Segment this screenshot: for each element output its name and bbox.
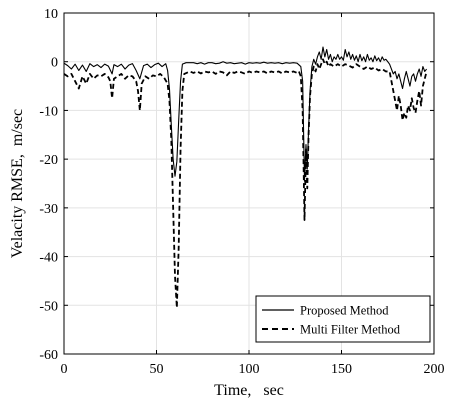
y-tick-label: 0 <box>51 56 58 71</box>
y-tick-label: -60 <box>39 348 58 363</box>
y-tick-label: -30 <box>39 202 58 217</box>
x-tick-label: 150 <box>331 362 352 377</box>
grid <box>64 13 434 354</box>
legend-box <box>255 295 431 343</box>
y-tick-label: -10 <box>39 104 58 119</box>
series-group <box>63 46 428 309</box>
series-line-multi-filter <box>63 58 428 309</box>
x-axis-label: Time, sec <box>214 382 284 399</box>
y-tick-label: 10 <box>44 7 58 22</box>
y-tick-label: -50 <box>39 299 58 314</box>
legend-label-multi-filter: Multi Filter Method <box>300 323 401 337</box>
x-tick-label: 100 <box>239 362 260 377</box>
series-line-proposed <box>63 46 428 182</box>
x-tick-label: 50 <box>150 362 164 377</box>
y-axis-label: Velacity RMSE, m/sec <box>9 109 26 258</box>
x-tick-label: 200 <box>424 362 445 377</box>
x-tick-label: 0 <box>61 362 68 377</box>
y-tick-label: -40 <box>39 251 58 266</box>
legend-label-proposed: Proposed Method <box>300 304 389 318</box>
y-tick-label: -20 <box>39 153 58 168</box>
legend: Proposed Method Multi Filter Method <box>255 295 431 343</box>
